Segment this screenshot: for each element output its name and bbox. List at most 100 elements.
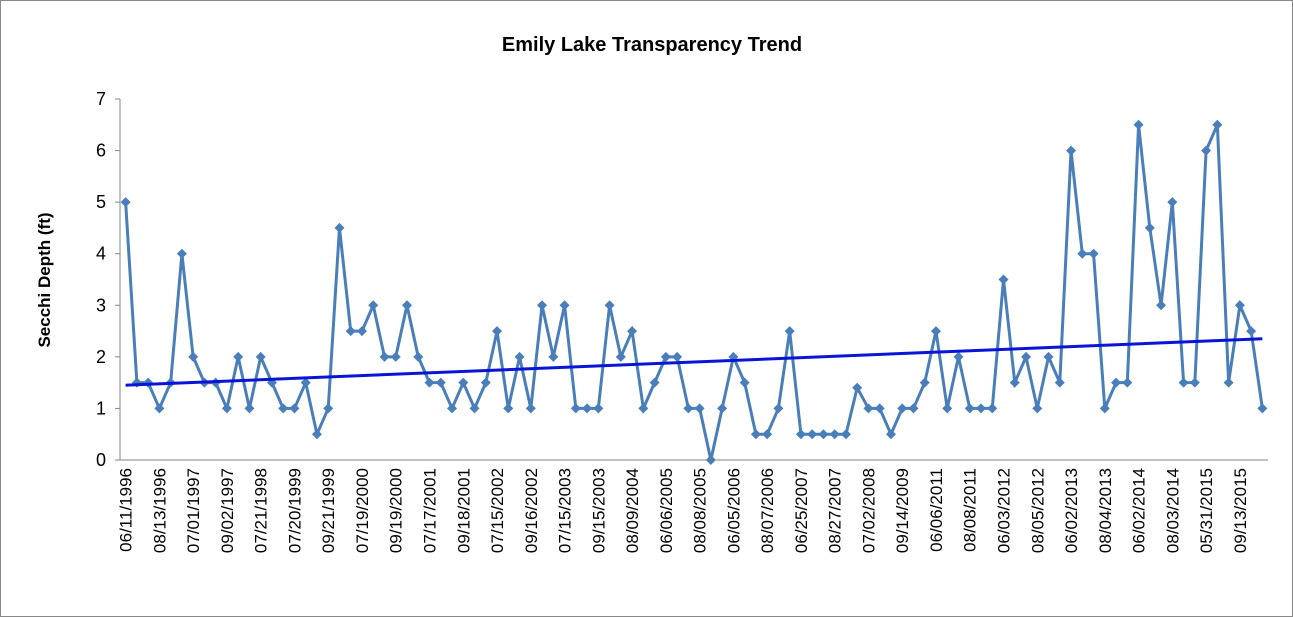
x-tick-label: 08/13/1996 xyxy=(150,468,169,553)
y-tick-label: 5 xyxy=(96,192,106,212)
data-marker xyxy=(255,351,266,362)
data-marker xyxy=(1054,377,1065,388)
data-marker xyxy=(908,403,919,414)
data-marker xyxy=(120,197,131,208)
data-marker xyxy=(1201,145,1212,156)
data-marker xyxy=(863,403,874,414)
data-marker xyxy=(705,455,716,465)
data-marker xyxy=(683,403,694,414)
data-marker xyxy=(570,403,581,414)
x-tick-label: 07/02/2008 xyxy=(859,468,878,553)
y-tick-label: 3 xyxy=(96,295,106,315)
data-marker xyxy=(1009,377,1020,388)
data-marker xyxy=(627,326,638,337)
data-marker xyxy=(492,326,503,337)
x-tick-label: 06/06/2011 xyxy=(927,468,946,552)
data-marker xyxy=(762,429,773,440)
data-marker xyxy=(1246,326,1257,337)
data-marker xyxy=(1234,300,1245,311)
y-tick-label: 0 xyxy=(96,450,106,470)
y-tick-label: 1 xyxy=(96,398,106,418)
data-marker xyxy=(289,403,300,414)
data-marker xyxy=(548,351,559,362)
y-tick-label: 7 xyxy=(96,89,106,109)
data-marker xyxy=(582,403,593,414)
data-marker xyxy=(874,403,885,414)
data-marker xyxy=(413,351,424,362)
x-tick-label: 05/31/2015 xyxy=(1197,468,1216,553)
y-tick-label: 2 xyxy=(96,347,106,367)
data-marker xyxy=(976,403,986,414)
data-marker xyxy=(154,403,165,414)
x-tick-label: 08/08/2005 xyxy=(691,468,710,553)
data-marker xyxy=(469,403,480,414)
data-marker xyxy=(638,403,649,414)
data-marker xyxy=(221,403,232,414)
data-marker xyxy=(840,429,851,440)
data-marker xyxy=(537,300,548,311)
data-marker xyxy=(188,351,199,362)
data-marker xyxy=(998,274,1009,285)
data-marker xyxy=(323,403,334,414)
data-marker xyxy=(244,403,255,414)
x-tick-label: 07/20/1999 xyxy=(285,468,304,553)
y-tick-label: 6 xyxy=(96,141,106,161)
x-tick-label: 09/19/2000 xyxy=(387,468,406,553)
data-marker xyxy=(278,403,289,414)
data-marker xyxy=(660,351,671,362)
data-marker xyxy=(334,222,345,233)
data-marker xyxy=(615,351,626,362)
data-marker xyxy=(1212,119,1223,130)
y-tick-label: 4 xyxy=(96,244,106,264)
data-marker xyxy=(435,377,446,388)
data-marker xyxy=(942,403,953,414)
data-marker xyxy=(311,429,322,440)
x-tick-label: 08/27/2007 xyxy=(826,468,845,553)
x-tick-label: 08/08/2011 xyxy=(961,468,980,552)
x-tick-label: 06/25/2007 xyxy=(792,468,811,553)
data-marker xyxy=(649,377,660,388)
data-marker xyxy=(447,403,458,414)
data-marker xyxy=(773,403,784,414)
data-marker xyxy=(390,351,401,362)
data-marker xyxy=(919,377,930,388)
trend-line xyxy=(125,337,1263,387)
x-tick-label: 09/15/2003 xyxy=(589,468,608,553)
data-marker xyxy=(514,351,525,362)
data-marker xyxy=(1088,248,1099,259)
data-marker xyxy=(852,382,863,393)
x-tick-label: 06/06/2005 xyxy=(657,468,676,553)
data-marker xyxy=(807,429,818,440)
data-marker xyxy=(795,429,806,440)
data-marker xyxy=(525,403,536,414)
data-marker xyxy=(1189,377,1200,388)
data-marker xyxy=(672,351,683,362)
data-marker xyxy=(885,429,896,440)
x-tick-label: 07/17/2001 xyxy=(421,468,440,553)
data-marker xyxy=(739,377,750,388)
data-marker xyxy=(953,351,964,362)
x-tick-label: 09/02/1997 xyxy=(218,468,237,553)
x-tick-label: 07/01/1997 xyxy=(184,468,203,553)
x-tick-label: 07/21/1998 xyxy=(252,468,271,553)
data-marker xyxy=(1066,145,1077,156)
data-marker xyxy=(1077,248,1088,259)
data-marker xyxy=(345,326,356,337)
data-marker xyxy=(1178,377,1189,388)
data-marker xyxy=(480,377,491,388)
x-tick-label: 07/15/2002 xyxy=(488,468,507,553)
x-tick-label: 07/15/2003 xyxy=(556,468,575,553)
x-tick-label: 08/07/2006 xyxy=(758,468,777,553)
data-marker xyxy=(176,248,187,259)
y-axis-label: Secchi Depth (ft) xyxy=(35,212,54,347)
x-tick-label: 09/14/2009 xyxy=(893,468,912,553)
data-marker xyxy=(1257,403,1268,414)
x-tick-label: 06/11/1996 xyxy=(117,468,136,552)
x-tick-label: 09/18/2001 xyxy=(454,468,473,553)
data-marker xyxy=(356,326,367,337)
data-marker xyxy=(1167,197,1178,208)
data-marker xyxy=(593,403,604,414)
data-marker xyxy=(604,300,615,311)
